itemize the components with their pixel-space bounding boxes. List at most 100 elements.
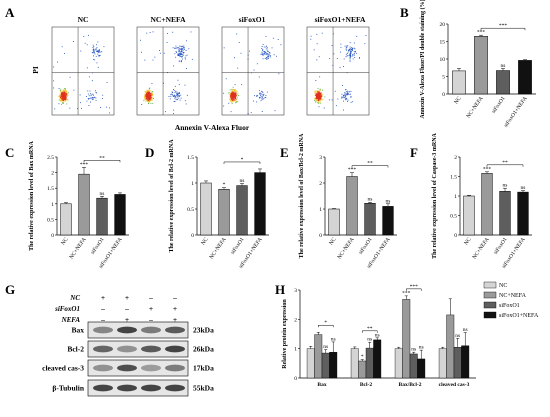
flow-event: [318, 96, 320, 98]
blot-strip: [87, 321, 189, 339]
flow-event: [60, 91, 62, 93]
flow-event: [319, 94, 321, 96]
flow-event: [269, 52, 271, 54]
flow-event: [95, 97, 97, 99]
flow-event: [61, 98, 63, 100]
flow-event: [97, 53, 99, 55]
flow-event: [349, 55, 351, 57]
flow-event: [319, 95, 321, 97]
flow-event: [257, 95, 259, 96]
y-tick-label: 0: [442, 92, 445, 98]
flow-event: [88, 98, 90, 100]
flow-event: [175, 96, 176, 98]
flow-event: [233, 89, 235, 90]
flow-event: [62, 96, 64, 98]
significance-label: ns: [240, 178, 245, 184]
bar: [350, 348, 359, 379]
flow-event: [318, 100, 320, 101]
y-tick-label: 0.5: [187, 207, 194, 213]
flow-event: [147, 93, 149, 95]
flow-event: [232, 86, 234, 88]
significance-label: ns: [368, 197, 373, 203]
flow-event: [145, 97, 147, 99]
flow-event: [272, 37, 274, 39]
flow-event: [264, 97, 266, 98]
flow-event: [146, 90, 147, 92]
flow-event: [319, 93, 321, 95]
flow-event: [345, 89, 347, 91]
chart-e-bax-bcl2-mrna: 0 1 2 3 The relative expression level of Bax…: [299, 133, 397, 270]
flow-event: [322, 98, 324, 100]
x-category-label: Bax: [317, 382, 326, 388]
flow-event: [174, 98, 176, 100]
bar: [474, 36, 488, 95]
flow-event: [317, 99, 319, 101]
flow-event: [178, 49, 180, 51]
flow-event: [183, 52, 184, 54]
flow-event: [170, 95, 172, 97]
flow-event: [317, 97, 319, 99]
flow-event: [353, 52, 355, 54]
flow-event: [320, 93, 322, 95]
significance-label: ns: [375, 332, 380, 338]
flow-event: [62, 101, 64, 103]
significance-label: ns: [386, 198, 391, 204]
flow-event: [317, 92, 319, 94]
flow-event: [262, 94, 264, 96]
flow-event: [232, 99, 233, 100]
flow-event: [141, 51, 142, 53]
flow-event: [62, 95, 64, 97]
flow-event: [256, 95, 257, 97]
flow-event: [241, 84, 243, 86]
y-tick-label: 15: [440, 40, 446, 46]
flow-header-sifoxo1-nefa: siFoxO1+NEFA: [315, 15, 366, 24]
flow-event: [66, 94, 68, 95]
flow-event: [229, 92, 230, 94]
flow-event: [146, 32, 148, 34]
flow-event: [318, 106, 320, 108]
flow-event: [310, 35, 312, 37]
flow-event: [342, 85, 343, 86]
flow-event: [145, 92, 147, 93]
flow-event: [261, 98, 263, 100]
flow-event: [148, 97, 150, 99]
bar: [236, 185, 248, 236]
flow-event: [268, 55, 270, 57]
flow-event: [63, 88, 65, 90]
flow-event: [234, 95, 235, 97]
protein-band: [117, 345, 137, 353]
flow-event: [230, 99, 232, 100]
flow-event: [345, 94, 347, 96]
flow-event: [93, 98, 94, 100]
flow-event: [231, 97, 233, 98]
flow-event: [88, 34, 89, 36]
flow-event: [63, 93, 65, 95]
flow-event: [253, 69, 255, 71]
flow-event: [345, 96, 347, 97]
flow-event: [320, 97, 322, 99]
flow-event: [103, 46, 105, 48]
flow-event: [96, 62, 98, 64]
significance-label: **: [367, 326, 373, 332]
flow-event: [144, 96, 145, 98]
flow-event: [345, 98, 347, 100]
panel-label-h: H: [275, 282, 285, 297]
flow-event: [233, 93, 234, 95]
flow-event: [149, 97, 151, 99]
flow-event: [317, 101, 319, 103]
flow-event: [263, 46, 265, 48]
flow-event: [86, 100, 88, 102]
flow-event: [317, 93, 319, 95]
flow-plot-frame: [221, 26, 285, 116]
flow-event: [62, 89, 64, 91]
flow-event: [69, 76, 71, 78]
x-category-label: NC: [463, 236, 472, 246]
panel-label-c: C: [5, 145, 14, 160]
flow-event: [62, 93, 64, 95]
flow-event: [316, 102, 318, 103]
flow-event: [345, 48, 347, 50]
flow-event: [182, 46, 184, 48]
flow-event: [314, 98, 316, 100]
flow-event: [61, 96, 62, 98]
flow-event: [141, 104, 143, 105]
